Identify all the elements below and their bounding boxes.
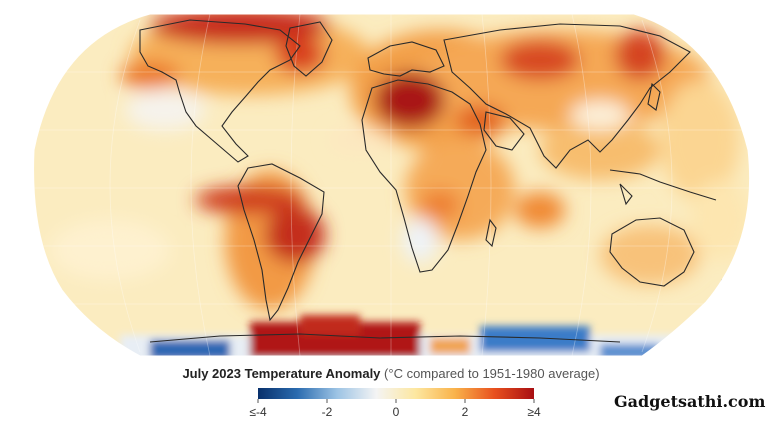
map-title-main: July 2023 Temperature Anomaly	[182, 366, 381, 381]
legend-tick-label: ≥4	[527, 405, 541, 419]
globe-outline	[33, 13, 751, 357]
map-title: July 2023 Temperature Anomaly (°C compar…	[0, 366, 782, 381]
legend-tick-label: 0	[393, 405, 400, 419]
temperature-anomaly-map	[33, 13, 751, 357]
coastlines	[139, 19, 731, 343]
watermark-text: Gadgetsathi.com	[614, 392, 766, 411]
legend-tick-label: -2	[322, 405, 333, 419]
anomaly-field	[33, 14, 750, 356]
legend-tick-label: 2	[462, 405, 469, 419]
legend-tick-label: ≤-4	[249, 405, 267, 419]
map-title-sub: (°C compared to 1951-1980 average)	[384, 366, 600, 381]
legend-color-bar	[258, 388, 534, 399]
color-legend: ≤-4 -2 0 2 ≥4	[249, 388, 541, 419]
